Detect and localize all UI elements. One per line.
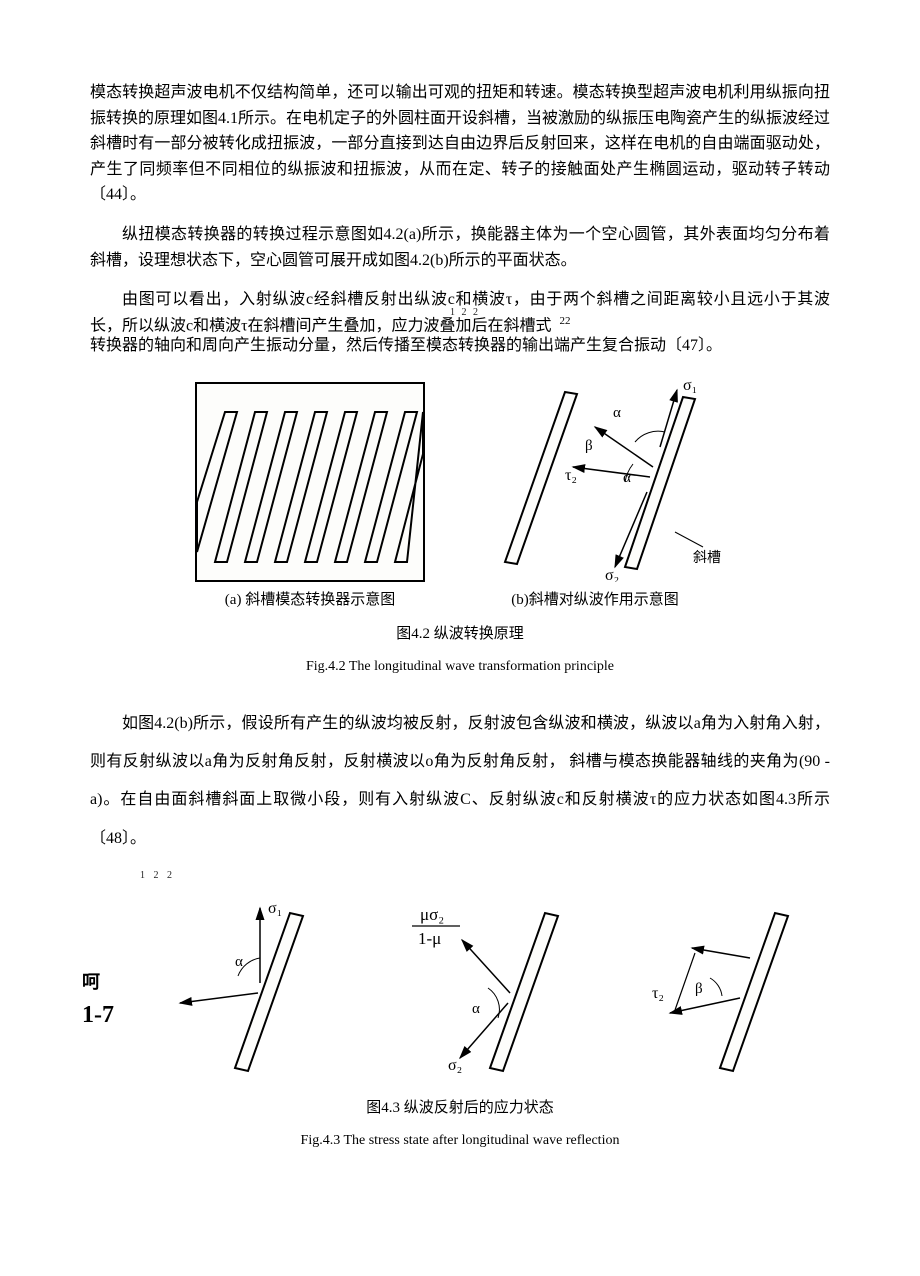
figure-4-3-panel1: σ₁ α <box>120 898 320 1078</box>
figure-4-3: 呵 1-7 σ₁ α <box>90 898 830 1152</box>
side-label-top: 呵 <box>82 968 100 997</box>
label-beta: β <box>585 438 593 454</box>
side-label-bot: 1-7 <box>82 996 114 1034</box>
p1-sigma1: σ₁ <box>268 900 282 917</box>
figure-4-2b: σ₁ α β τ₂ σ₂ α 斜槽 (b)斜槽对纵波作用示意图 <box>465 372 725 612</box>
paragraph-1: 模态转换超声波电机不仅结构简单，还可以输出可观的扭矩和转速。模态转换型超声波电机… <box>90 80 830 208</box>
label-alpha-1: α <box>613 405 621 421</box>
fig-4-2a-svg <box>195 382 425 582</box>
p3-tau2: τ₂ <box>652 985 664 1002</box>
p2-alpha: α <box>472 1001 480 1017</box>
p3-beta: β <box>695 981 703 997</box>
fig-4-2-caption-zh: 图4.2 纵波转换原理 <box>90 622 830 646</box>
fig-4-2b-svg: σ₁ α β τ₂ σ₂ α 斜槽 <box>465 372 725 582</box>
paragraph-2: 纵扭模态转换器的转换过程示意图如4.2(a)所示，换能器主体为一个空心圆管，其外… <box>90 222 830 273</box>
fig-4-2a-caption: (a) 斜槽模态转换器示意图 <box>195 588 425 612</box>
ref-22: 22 <box>560 315 571 327</box>
fig-4-2b-caption: (b)斜槽对纵波作用示意图 <box>465 588 725 612</box>
p2-frac-num: μσ₂ <box>420 905 444 924</box>
p2-sigma2: σ₂ <box>448 1057 462 1074</box>
figure-4-3-panel3: τ₂ β <box>600 898 800 1078</box>
figure-4-2a: (a) 斜槽模态转换器示意图 <box>195 382 425 612</box>
label-alpha-2: α <box>623 470 631 486</box>
fig-4-3-caption-zh: 图4.3 纵波反射后的应力状态 <box>90 1096 830 1120</box>
p1-alpha: α <box>235 954 243 970</box>
figure-4-3-panel2: μσ₂ 1-μ σ₂ α <box>350 898 570 1078</box>
paragraph-4: 如图4.2(b)所示，假设所有产生的纵波均被反射，反射波包含纵波和横波，纵波以a… <box>90 705 830 859</box>
label-xiecao: 斜槽 <box>693 550 721 566</box>
annot-122-inline: 1 2 2 <box>450 305 480 321</box>
p2-frac-den: 1-μ <box>418 929 441 948</box>
figure-4-2: (a) 斜槽模态转换器示意图 σ₁ α <box>90 372 830 678</box>
label-sigma2: σ₂ <box>605 567 619 582</box>
label-tau2: τ₂ <box>565 467 577 484</box>
label-sigma1: σ₁ <box>683 377 697 394</box>
fig-4-2-caption-en: Fig.4.2 The longitudinal wave transforma… <box>90 656 830 678</box>
paragraph-3b: 转换器的轴向和周向产生振动分量，然后传播至模态转换器的输出端产生复合振动〔47〕… <box>90 333 830 359</box>
fig-4-3-caption-en: Fig.4.3 The stress state after longitudi… <box>90 1130 830 1152</box>
annot-122-bottom: 1 2 2 <box>140 868 830 884</box>
